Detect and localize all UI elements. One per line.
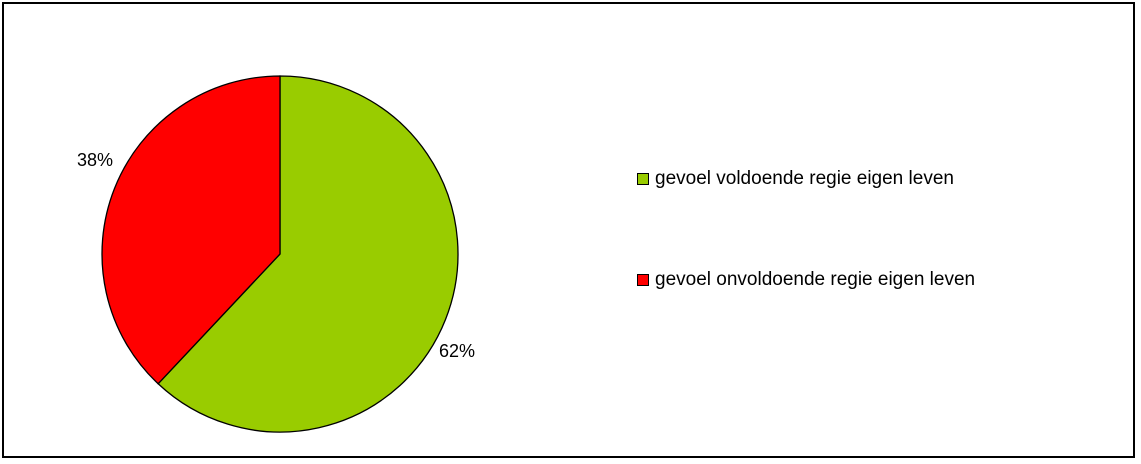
pie-slice-0 [157,75,459,433]
legend-item-voldoende: gevoel voldoende regie eigen leven [637,168,954,190]
legend-label: gevoel voldoende regie eigen leven [655,168,954,189]
slice-label-onvoldoende: 38% [77,150,113,170]
legend-swatch-red [637,274,649,286]
pie-slice-1 [101,75,281,385]
legend-item-onvoldoende: gevoel onvoldoende regie eigen leven [637,269,975,291]
slice-label-voldoende: 62% [439,341,475,361]
legend-swatch-green [637,173,649,185]
legend-label: gevoel onvoldoende regie eigen leven [655,269,976,290]
chart-frame: 62% 38% gevoel voldoende regie eigen lev… [2,2,1135,458]
pie-chart: 62% 38% [77,75,475,433]
